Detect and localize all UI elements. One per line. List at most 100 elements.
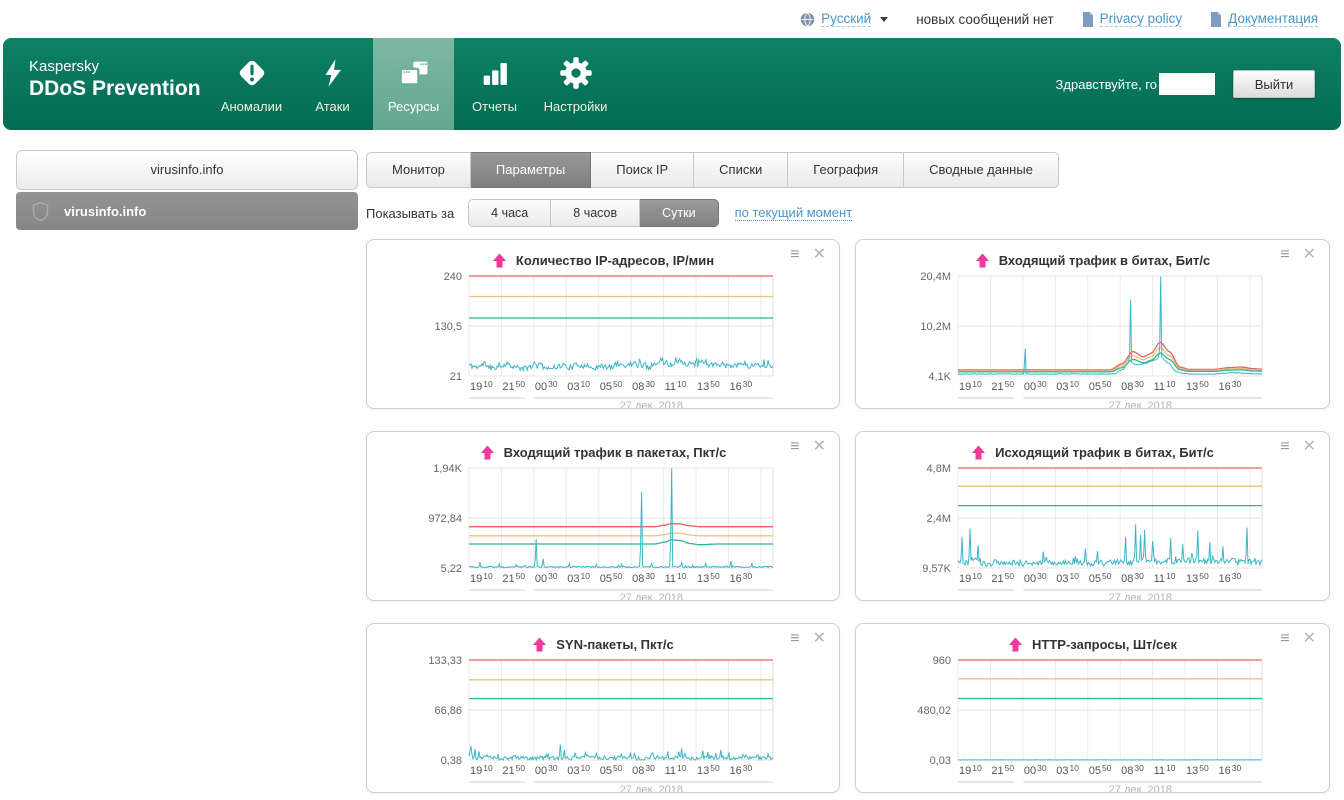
chart-close-icon[interactable]: ✕ [812,246,826,263]
svg-text:1350: 1350 [1186,379,1209,393]
logo-product: DDoS Prevention [29,77,201,100]
chart-plot[interactable]: 960 480,02 0,03 1910 2150 0030 0310 0550 0830 111… [856,656,1330,792]
svg-text:130,5: 130,5 [434,321,462,333]
svg-text:0550: 0550 [1089,571,1112,585]
svg-text:27 дек. 2018: 27 дек. 2018 [1109,784,1172,792]
chart-plot[interactable]: 20,4M 10,2M 4,1K 1910 2150 0030 0310 0550 0830 11… [856,272,1330,408]
svg-text:480,02: 480,02 [917,705,951,717]
chart-actions: ≡ ✕ [790,246,826,263]
resource-item-selected[interactable]: virusinfo.info [16,192,358,230]
nav-label: Настройки [543,98,608,114]
nav-item-reports[interactable]: Отчеты [454,38,535,130]
tab-parameters[interactable]: Параметры [470,152,592,188]
svg-text:0830: 0830 [632,571,655,585]
resources-windows-icon [397,55,431,91]
nav-item-anomalies[interactable]: Аномалии [211,38,292,130]
tab-monitor[interactable]: Монитор [366,152,471,188]
trend-up-icon [480,444,494,460]
time-range-buttons: 4 часа 8 часов Сутки [468,199,719,227]
language-selector[interactable]: Русский [800,11,889,27]
svg-text:1110: 1110 [665,379,687,393]
chart-close-icon[interactable]: ✕ [1302,438,1316,455]
nav-item-settings[interactable]: Настройки [535,38,616,130]
svg-text:4,8M: 4,8M [927,464,951,475]
main-nav: Аномалии Атаки [211,38,616,130]
svg-text:0550: 0550 [600,571,623,585]
svg-text:1910: 1910 [470,763,493,777]
header-user-area: Здравствуйте, го Выйти [1056,38,1315,130]
documentation-link[interactable]: Документация [1210,11,1318,27]
privacy-policy-link[interactable]: Privacy policy [1082,11,1183,27]
svg-text:1910: 1910 [470,571,493,585]
language-link[interactable]: Русский [821,11,872,27]
svg-text:2150: 2150 [991,379,1014,393]
document-icon [1211,11,1222,27]
tab-lists[interactable]: Списки [694,152,789,188]
svg-text:2150: 2150 [502,379,525,393]
logout-button[interactable]: Выйти [1233,70,1315,98]
svg-text:27 дек. 2018: 27 дек. 2018 [620,784,683,792]
chart-plot[interactable]: 240 130,5 21 1910 2150 0030 0310 0550 0830 1110 13… [367,272,841,408]
nav-label: Ресурсы [387,98,440,114]
svg-text:0310: 0310 [567,763,590,777]
range-8h-button[interactable]: 8 часов [551,199,641,227]
chart-actions: ≡ ✕ [1280,246,1316,263]
chart-menu-icon[interactable]: ≡ [790,246,800,263]
chart-card-inbound-bits: Входящий трафик в битах, Бит/с ≡ ✕ 20,4M… [855,239,1330,409]
chart-card-ip-count: Количество IP-адресов, IP/мин ≡ ✕ 240 130… [366,239,840,409]
lightning-icon [318,55,348,91]
svg-text:1110: 1110 [1154,763,1176,777]
chart-plot[interactable]: 1,94K 972,84 5,22 1910 2150 0030 0310 0550 0830 1… [367,464,841,600]
svg-text:0310: 0310 [1056,763,1079,777]
svg-text:1630: 1630 [729,571,752,585]
svg-text:1630: 1630 [1218,763,1241,777]
svg-text:0830: 0830 [1121,763,1144,777]
chart-menu-icon[interactable]: ≡ [1280,246,1290,263]
chart-title: Количество IP-адресов, IP/мин [515,252,715,268]
tab-geography[interactable]: География [788,152,905,188]
chart-plot[interactable]: 133,33 66,86 0,38 1910 2150 0030 0310 0550 0830 1… [367,656,841,792]
chart-header: HTTP-запросы, Шт/сек [856,624,1329,656]
chart-actions: ≡ ✕ [1280,630,1316,647]
chart-close-icon[interactable]: ✕ [1302,630,1316,647]
nav-item-attacks[interactable]: Атаки [292,38,373,130]
current-moment-link[interactable]: по текущий момент [734,205,853,221]
chart-title: SYN-пакеты, Пкт/с [556,636,674,652]
chart-title: Исходящий трафик в битах, Бит/с [995,444,1214,460]
range-4h-button[interactable]: 4 часа [468,199,552,227]
svg-text:240: 240 [444,272,462,283]
document-icon [1082,11,1093,27]
tab-ip-search[interactable]: Поиск IP [591,152,695,188]
nav-label: Отчеты [472,98,517,114]
chart-menu-icon[interactable]: ≡ [1280,630,1290,647]
chart-header: Исходящий трафик в битах, Бит/с [856,432,1329,464]
chart-actions: ≡ ✕ [790,630,826,647]
svg-text:20,4M: 20,4M [920,272,951,283]
trend-up-icon [1008,636,1023,652]
chart-close-icon[interactable]: ✕ [1302,246,1316,263]
main-content: Монитор Параметры Поиск IP Списки Геогра… [366,152,1330,793]
chart-plot[interactable]: 4,8M 2,4M 9,57K 1910 2150 0030 0310 0550 0830 111… [856,464,1330,600]
range-24h-button[interactable]: Сутки [640,199,719,227]
time-range-filter: Показывать за 4 часа 8 часов Сутки по те… [366,199,1330,227]
svg-text:1630: 1630 [729,379,752,393]
chart-menu-icon[interactable]: ≡ [790,630,800,647]
nav-item-resources[interactable]: Ресурсы [373,38,454,130]
bar-chart-icon [479,55,511,91]
svg-text:0,38: 0,38 [441,755,462,767]
chart-header: Количество IP-адресов, IP/мин [367,240,839,272]
globe-icon [800,12,815,26]
chart-close-icon[interactable]: ✕ [812,630,826,647]
chart-close-icon[interactable]: ✕ [812,438,826,455]
chart-menu-icon[interactable]: ≡ [790,438,800,455]
svg-text:1110: 1110 [665,571,687,585]
svg-text:2150: 2150 [991,571,1014,585]
svg-text:0830: 0830 [1121,379,1144,393]
chart-menu-icon[interactable]: ≡ [1280,438,1290,455]
svg-text:0830: 0830 [632,763,655,777]
svg-text:0310: 0310 [567,379,590,393]
tab-summary[interactable]: Сводные данные [904,152,1059,188]
trend-up-icon [975,252,989,268]
svg-text:0550: 0550 [1089,763,1112,777]
resource-selector[interactable]: virusinfo.info [16,150,358,190]
